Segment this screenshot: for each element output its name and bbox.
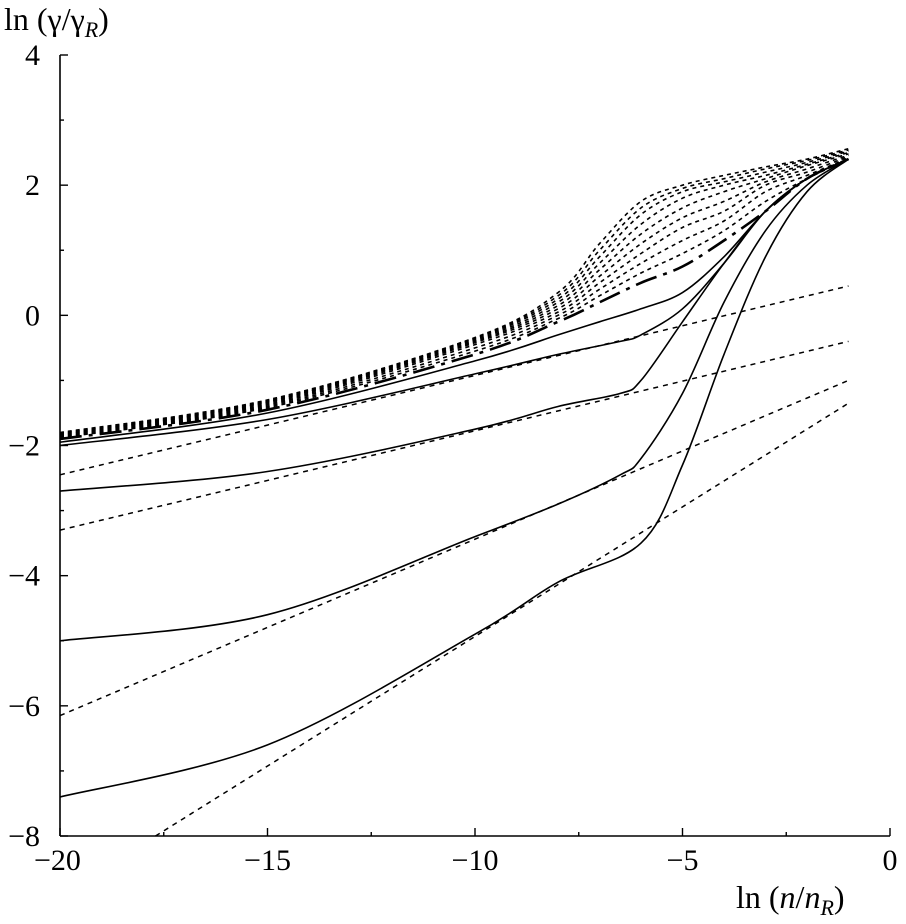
x-axis-label: ln (n/nR) bbox=[736, 879, 845, 920]
series-3-solid-line bbox=[59, 158, 849, 492]
y-tick-label: 4 bbox=[25, 39, 40, 72]
series-17-asymptote-line bbox=[59, 379, 849, 717]
y-tick-label: 2 bbox=[25, 169, 40, 202]
series-4-solid-line bbox=[59, 158, 849, 447]
series-8-dotted-line bbox=[59, 157, 849, 438]
x-tick-label: −5 bbox=[667, 844, 699, 877]
x-tick-label: −15 bbox=[244, 844, 291, 877]
y-tick-label: 0 bbox=[25, 299, 40, 332]
plot-area bbox=[59, 147, 850, 837]
series-16-asymptote-line bbox=[155, 402, 849, 837]
series-1-solid-line bbox=[59, 158, 849, 798]
series-19-asymptote-line bbox=[59, 285, 849, 476]
series-13-dotted-line bbox=[59, 150, 849, 435]
y-axis-label: ln (γ/γR) bbox=[4, 1, 109, 42]
series-6-dash-dot-line bbox=[59, 157, 850, 441]
x-tick-label: −20 bbox=[34, 844, 81, 877]
y-tick-label: −4 bbox=[8, 560, 40, 593]
series-18-asymptote-line bbox=[59, 340, 849, 531]
y-tick-label: −8 bbox=[8, 820, 40, 853]
y-tick-label: −6 bbox=[8, 690, 40, 723]
x-tick-label: 0 bbox=[883, 844, 898, 877]
x-tick-label: −10 bbox=[452, 844, 499, 877]
series-5-solid-line bbox=[59, 158, 849, 443]
series-10-dotted-line bbox=[59, 154, 849, 437]
series-15-dotted-line bbox=[59, 147, 849, 434]
y-tick-label: −2 bbox=[8, 430, 40, 463]
series-11-dotted-line bbox=[59, 153, 849, 436]
series-12-dotted-line bbox=[59, 151, 849, 436]
series-7-dotted-line bbox=[59, 158, 849, 439]
series-2-solid-line bbox=[59, 158, 849, 642]
